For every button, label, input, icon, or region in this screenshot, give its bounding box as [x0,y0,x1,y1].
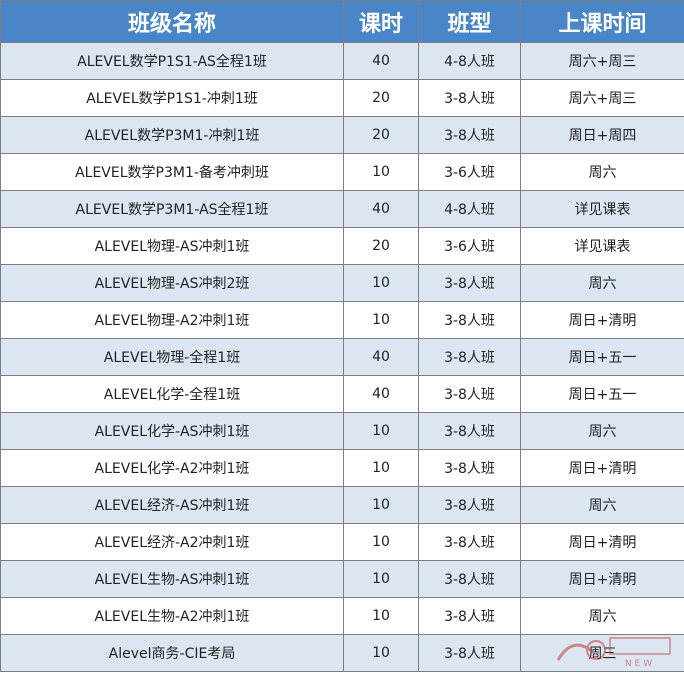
cell-hours: 40 [344,43,419,80]
cell-class-name: ALEVEL数学P3M1-冲刺1班 [1,117,344,154]
cell-class-size: 3-8人班 [419,487,521,524]
header-class-name: 班级名称 [1,1,344,43]
header-class-size: 班型 [419,1,521,43]
cell-hours: 10 [344,154,419,191]
cell-schedule-time: 周六+周三 [521,43,684,80]
cell-schedule-time: 详见课表 [521,191,684,228]
cell-hours: 10 [344,487,419,524]
cell-hours: 10 [344,561,419,598]
header-row: 班级名称 课时 班型 上课时间 [1,1,684,43]
cell-class-name: ALEVEL数学P1S1-AS全程1班 [1,43,344,80]
cell-schedule-time: 周六 [521,413,684,450]
cell-schedule-time: 周六 [521,265,684,302]
cell-class-name: ALEVEL生物-A2冲刺1班 [1,598,344,635]
cell-class-name: ALEVEL数学P3M1-备考冲刺班 [1,154,344,191]
cell-class-size: 3-8人班 [419,265,521,302]
cell-class-size: 3-8人班 [419,376,521,413]
cell-class-size: 4-8人班 [419,43,521,80]
cell-hours: 20 [344,117,419,154]
cell-class-name: ALEVEL物理-AS冲刺1班 [1,228,344,265]
cell-class-name: ALEVEL物理-AS冲刺2班 [1,265,344,302]
cell-class-name: ALEVEL化学-全程1班 [1,376,344,413]
cell-class-name: ALEVEL数学P1S1-冲刺1班 [1,80,344,117]
cell-schedule-time: 周日+清明 [521,450,684,487]
cell-class-name: ALEVEL化学-A2冲刺1班 [1,450,344,487]
cell-class-name: ALEVEL经济-AS冲刺1班 [1,487,344,524]
cell-schedule-time: 周六 [521,154,684,191]
cell-hours: 20 [344,80,419,117]
header-hours: 课时 [344,1,419,43]
cell-hours: 10 [344,450,419,487]
header-schedule-time: 上课时间 [521,1,684,43]
cell-class-size: 3-8人班 [419,598,521,635]
cell-hours: 40 [344,191,419,228]
cell-class-size: 3-8人班 [419,450,521,487]
cell-hours: 10 [344,302,419,339]
cell-hours: 10 [344,635,419,672]
cell-hours: 10 [344,413,419,450]
cell-class-size: 3-8人班 [419,524,521,561]
cell-class-name: ALEVEL经济-A2冲刺1班 [1,524,344,561]
cell-schedule-time: 周日+周四 [521,117,684,154]
cell-class-size: 3-8人班 [419,117,521,154]
cell-schedule-time: 周日+五一 [521,339,684,376]
cell-class-name: Alevel商务-CIE考局 [1,635,344,672]
cell-schedule-time: 详见课表 [521,228,684,265]
cell-class-size: 3-8人班 [419,413,521,450]
cell-schedule-time: 周日+清明 [521,302,684,339]
cell-class-size: 4-8人班 [419,191,521,228]
cell-class-size: 3-8人班 [419,561,521,598]
cell-schedule-time: 周日+清明 [521,561,684,598]
cell-class-name: ALEVEL化学-AS冲刺1班 [1,413,344,450]
cell-schedule-time: 周日+清明 [521,524,684,561]
cell-class-size: 3-6人班 [419,154,521,191]
cell-hours: 40 [344,339,419,376]
cell-class-name: ALEVEL数学P3M1-AS全程1班 [1,191,344,228]
cell-class-name: ALEVEL物理-A2冲刺1班 [1,302,344,339]
cell-schedule-time: 周六 [521,598,684,635]
cell-class-size: 3-6人班 [419,228,521,265]
cell-hours: 40 [344,376,419,413]
cell-class-size: 3-8人班 [419,302,521,339]
cell-schedule-time: 周六+周三 [521,80,684,117]
cell-hours: 10 [344,524,419,561]
cell-schedule-time: 周日+五一 [521,376,684,413]
table-header: 班级名称 课时 班型 上课时间 [1,1,684,43]
cell-class-size: 3-8人班 [419,80,521,117]
cell-class-name: ALEVEL物理-全程1班 [1,339,344,376]
cell-class-size: 3-8人班 [419,635,521,672]
cell-schedule-time: 周六 [521,487,684,524]
cell-hours: 10 [344,598,419,635]
cell-hours: 10 [344,265,419,302]
cell-class-size: 3-8人班 [419,339,521,376]
cell-schedule-time: 周三 [521,635,684,672]
cell-hours: 20 [344,228,419,265]
cell-class-name: ALEVEL生物-AS冲刺1班 [1,561,344,598]
